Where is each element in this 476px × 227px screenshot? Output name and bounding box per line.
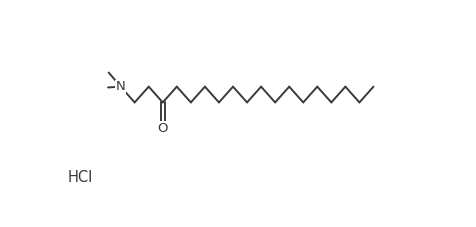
Text: O: O — [157, 122, 168, 135]
Text: HCl: HCl — [68, 170, 93, 185]
Text: N: N — [116, 80, 125, 93]
